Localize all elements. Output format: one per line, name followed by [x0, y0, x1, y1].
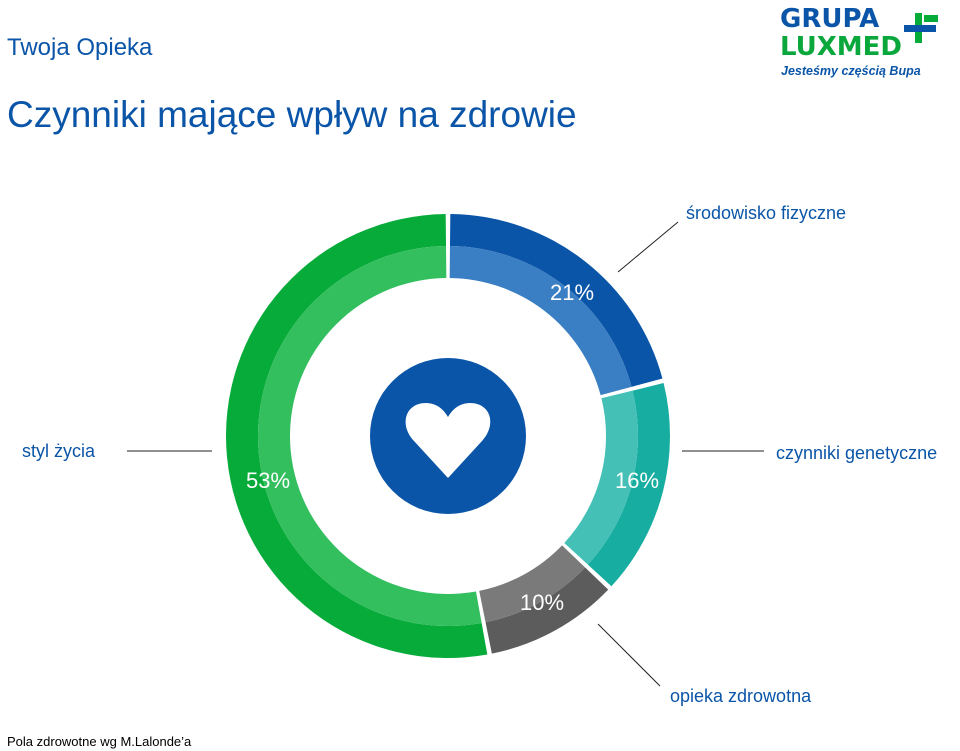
slice-category-label: styl życia: [22, 441, 96, 461]
slice-value-label: 16%: [615, 468, 659, 493]
slice-category-label: środowisko fizyczne: [686, 203, 846, 223]
source-note: Pola zdrowotne wg M.Lalonde’a: [7, 734, 192, 749]
slice-value-label: 10%: [520, 590, 564, 615]
heart-icon: [405, 403, 491, 478]
logo-line-1: GRUPA: [780, 4, 880, 34]
logo-line-2: LUXMED: [780, 32, 903, 62]
slice-category-label: czynniki genetyczne: [776, 443, 937, 463]
leader-line: [597, 623, 661, 687]
slice-outer-ring: [449, 214, 663, 387]
logo-tagline: Jesteśmy częścią Bupa: [781, 64, 921, 78]
slice-inner-ring: [449, 246, 632, 396]
logo-cross-icon: [904, 13, 938, 43]
slice-inner-ring: [258, 246, 482, 626]
slice-outer-ring: [226, 214, 488, 658]
slice-outer-ring: [587, 383, 670, 587]
leader-line: [617, 221, 679, 273]
slice-inner-ring: [479, 545, 586, 623]
slice-outer-ring: [485, 567, 609, 654]
slice-value-label: 21%: [550, 280, 594, 305]
slice-inner-ring: [564, 390, 638, 565]
page-title: Czynniki mające wpływ na zdrowie: [7, 94, 577, 135]
section-title: Twoja Opieka: [7, 34, 153, 61]
slice-value-label: 53%: [246, 468, 290, 493]
slice-category-label: opieka zdrowotna: [670, 686, 812, 706]
luxmed-logo: GRUPA LUXMED Jesteśmy częścią Bupa: [778, 4, 948, 84]
